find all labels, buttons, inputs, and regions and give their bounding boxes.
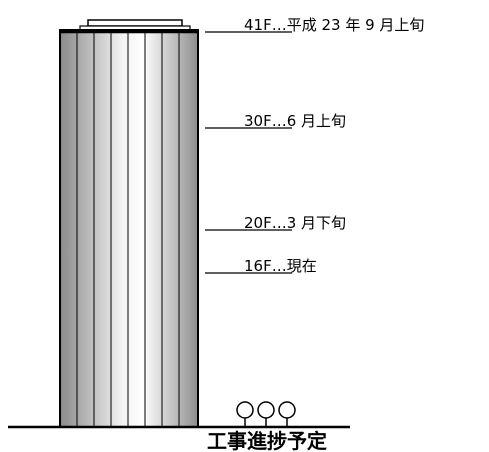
milestone-41f: 41F…平成 23 年 9 月上旬 (205, 16, 424, 34)
tower-building (59, 29, 199, 428)
tower-vertical-lines (76, 32, 180, 427)
milestone-date: 3 月下旬 (287, 214, 346, 232)
milestone-separator: … (272, 112, 287, 130)
diagram-caption: 工事進捗予定 (207, 429, 327, 452)
milestone-date: 平成 23 年 9 月上旬 (287, 16, 425, 34)
milestone-separator: … (272, 16, 287, 34)
tree-icon (278, 401, 296, 427)
milestone-separator: … (272, 257, 287, 275)
milestone-date: 現在 (287, 257, 317, 275)
milestone-16f: 16F…現在 (205, 257, 317, 275)
milestone-20f: 20F…3 月下旬 (205, 214, 346, 232)
svg-text:20F…3 月下旬: 20F…3 月下旬 (244, 214, 346, 232)
tree-row (236, 401, 296, 427)
milestone-30f: 30F…6 月上旬 (205, 112, 346, 130)
rooftop-structure (79, 19, 191, 31)
tree-icon (257, 401, 275, 427)
svg-text:16F…現在: 16F…現在 (244, 257, 317, 275)
milestone-separator: … (272, 214, 287, 232)
milestone-date: 6 月上旬 (287, 112, 346, 130)
milestone-floor: 30F (244, 112, 272, 130)
milestone-floor: 20F (244, 214, 272, 232)
milestone-floor: 41F (244, 16, 272, 34)
tree-icon (236, 401, 254, 427)
svg-text:41F…平成 23 年 9 月上旬: 41F…平成 23 年 9 月上旬 (244, 16, 424, 34)
milestone-floor: 16F (244, 257, 272, 275)
svg-text:30F…6 月上旬: 30F…6 月上旬 (244, 112, 346, 130)
